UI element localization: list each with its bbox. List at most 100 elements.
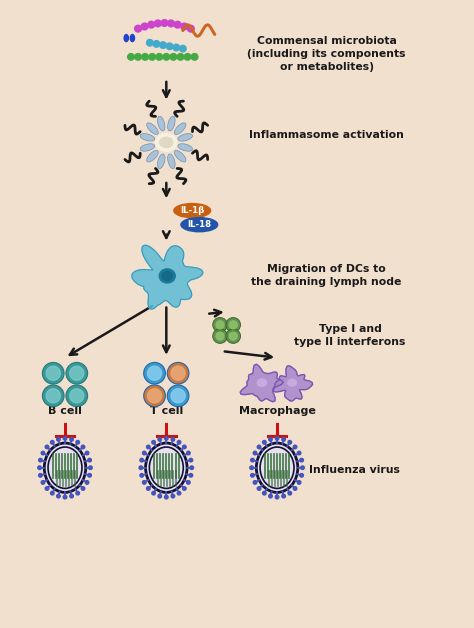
Circle shape <box>76 440 80 444</box>
Circle shape <box>158 494 162 498</box>
Circle shape <box>143 452 146 455</box>
Circle shape <box>301 466 304 470</box>
Circle shape <box>251 458 254 462</box>
Circle shape <box>146 40 153 46</box>
Circle shape <box>171 494 175 498</box>
Circle shape <box>39 474 42 477</box>
Circle shape <box>293 445 297 449</box>
Circle shape <box>269 438 272 441</box>
Circle shape <box>216 321 224 329</box>
Circle shape <box>51 440 54 444</box>
Ellipse shape <box>44 443 86 492</box>
Ellipse shape <box>171 366 185 381</box>
Ellipse shape <box>157 154 165 168</box>
Circle shape <box>85 480 89 484</box>
Circle shape <box>182 487 186 490</box>
Circle shape <box>187 480 190 484</box>
Circle shape <box>128 53 134 60</box>
Circle shape <box>253 452 257 455</box>
Circle shape <box>226 318 240 332</box>
Ellipse shape <box>42 362 64 384</box>
Circle shape <box>146 445 150 449</box>
Ellipse shape <box>159 269 175 283</box>
Circle shape <box>163 53 170 60</box>
Circle shape <box>153 41 160 47</box>
Circle shape <box>297 452 301 455</box>
Circle shape <box>63 495 67 499</box>
Circle shape <box>142 53 148 60</box>
Circle shape <box>180 45 186 52</box>
Circle shape <box>300 458 303 462</box>
Ellipse shape <box>174 203 210 218</box>
Circle shape <box>288 440 292 444</box>
Circle shape <box>229 321 237 329</box>
Circle shape <box>63 436 67 440</box>
Ellipse shape <box>167 385 189 406</box>
Ellipse shape <box>168 116 175 131</box>
Text: Macrophage: Macrophage <box>238 406 316 416</box>
Ellipse shape <box>70 389 84 403</box>
Text: T cell: T cell <box>150 406 183 416</box>
Circle shape <box>41 452 45 455</box>
Ellipse shape <box>162 271 173 281</box>
Circle shape <box>155 20 161 27</box>
Ellipse shape <box>144 362 165 384</box>
Circle shape <box>253 480 257 484</box>
Circle shape <box>38 466 41 470</box>
Ellipse shape <box>70 366 84 381</box>
Circle shape <box>282 438 285 441</box>
Circle shape <box>143 480 146 484</box>
Polygon shape <box>240 364 283 402</box>
Ellipse shape <box>146 123 158 134</box>
Text: IL-18: IL-18 <box>187 220 211 229</box>
Circle shape <box>139 466 143 470</box>
Circle shape <box>226 329 240 344</box>
Text: B cell: B cell <box>48 406 82 416</box>
Circle shape <box>140 474 144 477</box>
Ellipse shape <box>42 385 64 406</box>
Ellipse shape <box>156 134 177 151</box>
Circle shape <box>251 474 254 477</box>
Circle shape <box>141 23 148 30</box>
Circle shape <box>135 25 141 32</box>
Circle shape <box>216 332 224 340</box>
Circle shape <box>288 491 292 495</box>
Circle shape <box>263 491 266 495</box>
Circle shape <box>177 440 181 444</box>
Circle shape <box>166 43 173 50</box>
Circle shape <box>81 445 85 449</box>
Circle shape <box>293 487 297 490</box>
Circle shape <box>181 23 188 30</box>
Circle shape <box>171 438 175 441</box>
Circle shape <box>184 53 191 60</box>
Circle shape <box>161 19 168 26</box>
Ellipse shape <box>66 362 88 384</box>
Circle shape <box>85 452 89 455</box>
Circle shape <box>51 491 54 495</box>
Circle shape <box>164 495 168 499</box>
Ellipse shape <box>46 366 60 381</box>
Circle shape <box>70 494 73 498</box>
Circle shape <box>213 318 228 332</box>
Circle shape <box>135 53 141 60</box>
Text: Migration of DCs to
the draining lymph node: Migration of DCs to the draining lymph n… <box>251 264 402 287</box>
Circle shape <box>39 458 42 462</box>
Circle shape <box>187 452 190 455</box>
Ellipse shape <box>256 443 298 492</box>
Circle shape <box>168 20 174 27</box>
Ellipse shape <box>168 154 175 168</box>
Text: Commensal microbiota
(including its components
or metabolites): Commensal microbiota (including its comp… <box>247 36 406 72</box>
Ellipse shape <box>147 366 162 381</box>
Circle shape <box>149 53 155 60</box>
Circle shape <box>263 440 266 444</box>
Circle shape <box>300 474 303 477</box>
Circle shape <box>275 495 279 499</box>
Circle shape <box>152 491 155 495</box>
Circle shape <box>177 53 184 60</box>
Circle shape <box>156 53 163 60</box>
Circle shape <box>275 436 279 440</box>
Circle shape <box>174 21 181 28</box>
Text: Type I and
type II interferons: Type I and type II interferons <box>294 323 406 347</box>
Ellipse shape <box>157 116 165 131</box>
Text: Influenza virus: Influenza virus <box>310 465 400 475</box>
